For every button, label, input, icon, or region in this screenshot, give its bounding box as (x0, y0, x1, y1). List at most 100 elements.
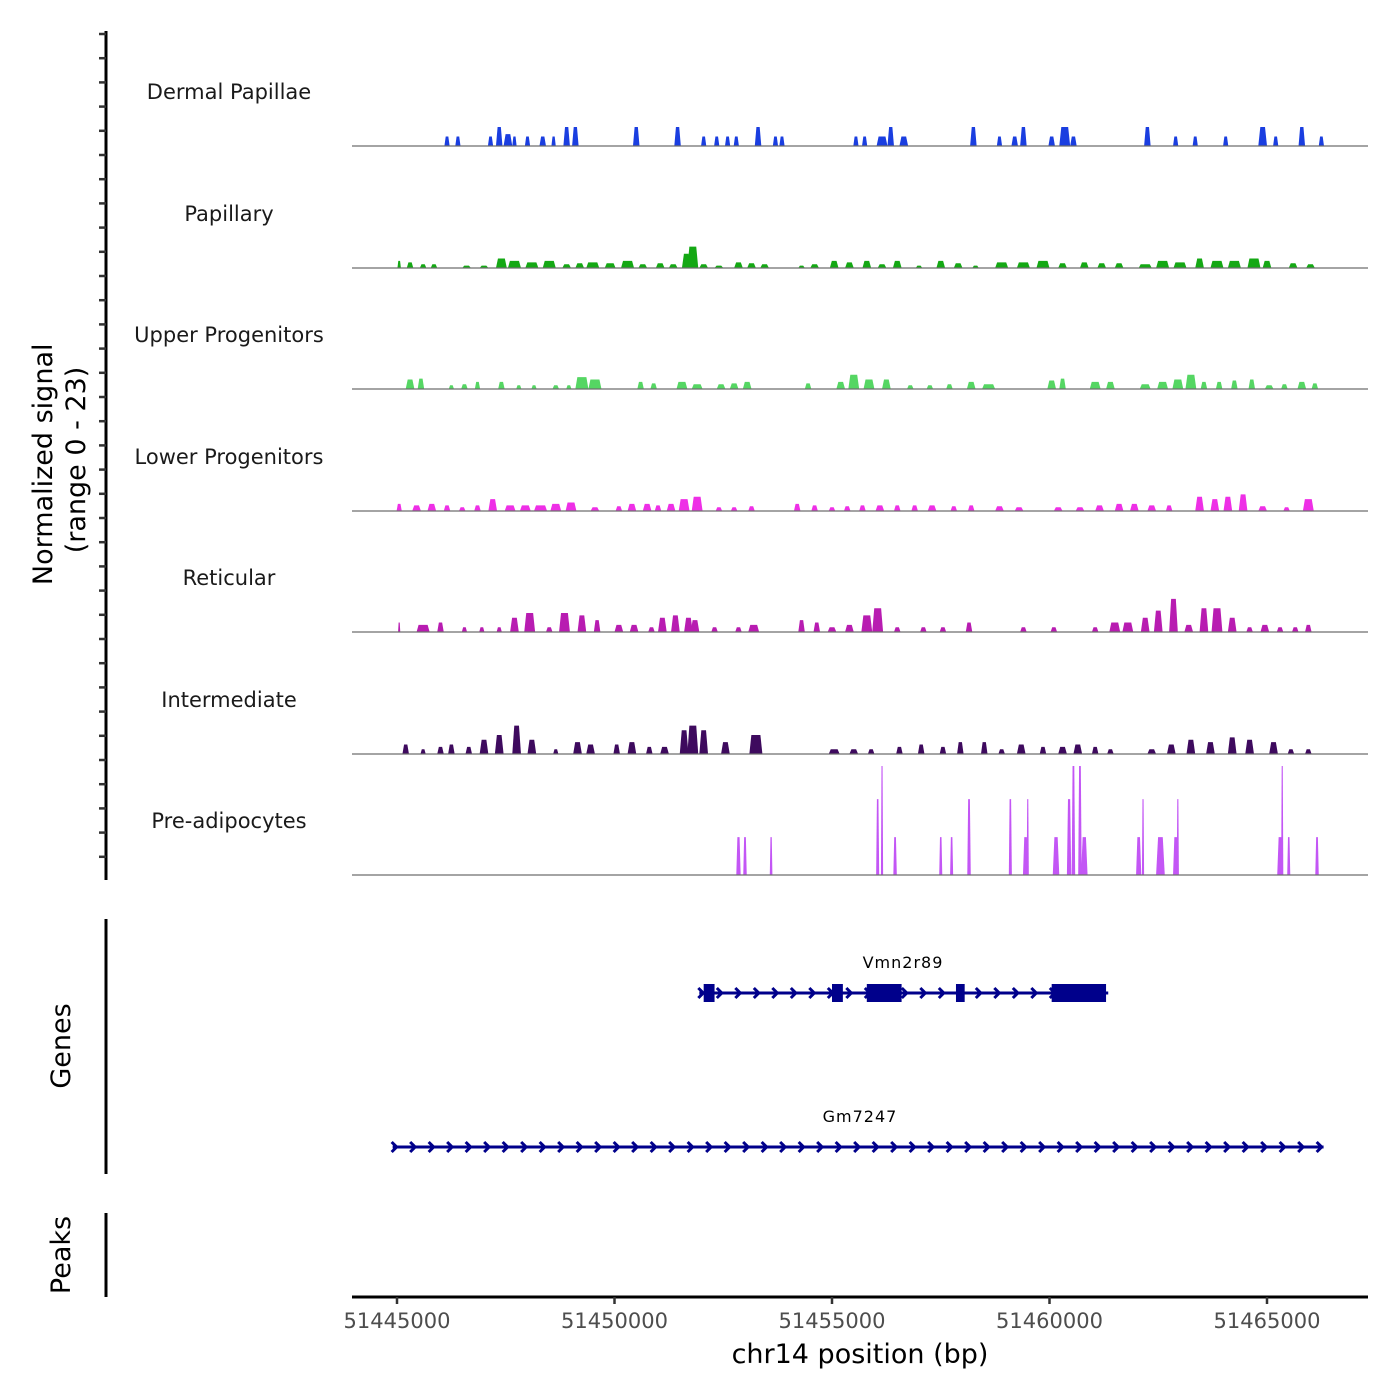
signal-peak (946, 384, 953, 389)
signal-peak (721, 742, 730, 754)
strand-arrow-icon (1260, 1140, 1269, 1154)
track-label: Upper Progenitors (134, 323, 324, 347)
signal-peak (862, 136, 868, 146)
strand-arrow-icon (1030, 986, 1039, 1000)
signal-peak (443, 505, 451, 511)
signal-peak (1231, 380, 1238, 389)
track-intermediate: Intermediate (161, 688, 1368, 755)
signal-peak (813, 622, 821, 632)
signal-peak (711, 627, 718, 632)
signal-peak (613, 744, 620, 754)
strand-arrow-icon (409, 1140, 418, 1154)
signal-peak (1156, 837, 1165, 875)
strand-arrow-icon (1011, 986, 1020, 1000)
signal-peak (939, 627, 947, 632)
signal-peak (496, 627, 502, 632)
x-tick-label: 51445000 (344, 1309, 451, 1333)
strand-arrow-icon (483, 1140, 492, 1154)
signal-peak (1199, 608, 1209, 632)
signal-peak (1227, 617, 1237, 632)
signal-peak (734, 262, 743, 268)
signal-peak (1050, 627, 1058, 632)
signal-peak (420, 749, 426, 754)
signal-peak (970, 127, 977, 146)
strand-arrow-icon (908, 1140, 917, 1154)
signal-peak (893, 627, 901, 632)
signal-peak (1206, 742, 1215, 754)
strand-arrow-icon (1056, 1140, 1065, 1154)
signal-peak (563, 127, 570, 146)
signal-peak (660, 746, 669, 754)
strand-arrow-icon (937, 986, 946, 1000)
signal-peak (1248, 379, 1256, 389)
strand-arrow-icon (789, 986, 798, 1000)
signal-peak (1195, 496, 1204, 511)
signal-peak (674, 127, 681, 146)
signal-peak (629, 624, 639, 632)
strand-arrow-icon (1297, 1140, 1306, 1154)
signal-peak (1184, 624, 1194, 632)
signal-peak (1139, 384, 1151, 389)
signal-peak (516, 385, 522, 389)
signal-peak (699, 730, 709, 754)
signal-peak (1153, 610, 1163, 632)
signal-peak (1311, 383, 1319, 389)
signal-peak (899, 136, 909, 146)
signal-peak (416, 624, 430, 632)
signal-peak (646, 746, 653, 754)
signal-peak (495, 258, 507, 268)
signal-peak (1200, 381, 1208, 389)
signal-peak (627, 503, 637, 511)
signal-peak (655, 263, 665, 268)
signal-peak (980, 742, 988, 754)
signal-peak (559, 613, 570, 632)
signal-peak (742, 381, 752, 389)
gene-exon (1051, 984, 1107, 1002)
strand-arrow-icon (752, 986, 761, 1000)
signal-peak (545, 627, 553, 632)
signal-peak (1245, 739, 1254, 754)
signal-peak (1287, 749, 1295, 754)
signal-peak (1165, 505, 1173, 511)
track-upper-progenitors: Upper Progenitors (134, 323, 1368, 390)
signal-peak (573, 742, 582, 754)
signal-peak (1071, 766, 1076, 875)
signal-peak (875, 505, 885, 511)
strand-arrow-icon (771, 986, 780, 1000)
signal-peak (1147, 505, 1157, 511)
signal-tracks: Dermal Papillae Papillary Upper Progenitor… (134, 80, 1368, 876)
strand-arrow-icon (1149, 1140, 1158, 1154)
signal-peak (793, 503, 801, 511)
gene-exon (955, 984, 965, 1002)
signal-peak (412, 505, 421, 511)
signal-peak (1262, 260, 1272, 268)
signal-peak (748, 506, 755, 511)
signal-peak (699, 264, 709, 268)
signal-peak (586, 744, 595, 754)
gene-exon (866, 984, 902, 1002)
signal-peak (853, 136, 859, 146)
track-dermal-papillae: Dermal Papillae (147, 80, 1368, 147)
signal-peak (1269, 742, 1278, 754)
signal-peak (1053, 507, 1063, 511)
signal-peak (648, 627, 655, 632)
signal-peak (1079, 262, 1089, 268)
signal-peak (668, 264, 678, 268)
signal-peak (995, 506, 1004, 511)
signal-peak (729, 383, 739, 389)
signal-peak (448, 744, 455, 754)
signal-peak (691, 384, 703, 389)
strand-arrow-icon (945, 1140, 954, 1154)
signal-peak (828, 507, 836, 511)
signal-peak (1210, 260, 1224, 268)
signal-peak (1075, 507, 1085, 511)
track-label: Pre-adipocytes (151, 809, 306, 833)
signal-peak (586, 262, 600, 268)
strand-arrow-icon (715, 986, 724, 1000)
signal-peak (488, 499, 498, 511)
signal-peak (1052, 837, 1060, 875)
signal-peak (524, 136, 531, 146)
gene-vmn2r89: Vmn2r89 (697, 953, 1109, 1002)
signal-peak (896, 746, 903, 754)
